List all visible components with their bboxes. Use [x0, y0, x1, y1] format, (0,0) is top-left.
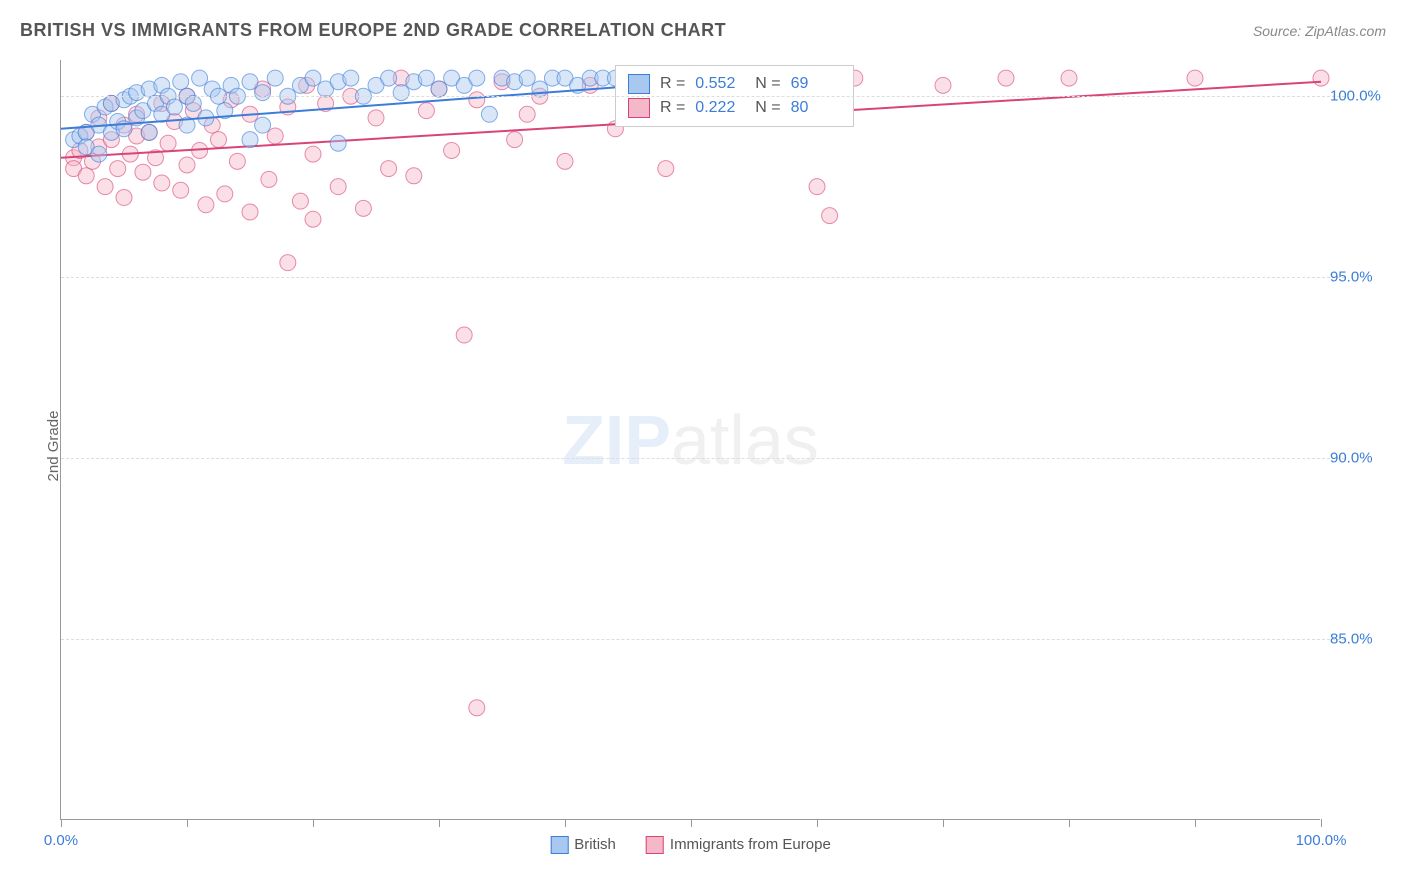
stats-n-british: 69: [791, 75, 841, 93]
stats-swatch-immigrants: [628, 98, 650, 118]
xtick: [943, 819, 944, 827]
stats-swatch-british: [628, 74, 650, 94]
chart-title: BRITISH VS IMMIGRANTS FROM EUROPE 2ND GR…: [20, 20, 726, 41]
xtick: [817, 819, 818, 827]
ytick-label: 85.0%: [1330, 631, 1390, 648]
stats-r-label: R =: [660, 99, 685, 117]
xtick: [1195, 819, 1196, 827]
ytick-label: 100.0%: [1330, 88, 1390, 105]
legend-item-immigrants: Immigrants from Europe: [646, 836, 831, 854]
xtick-label: 0.0%: [44, 832, 78, 849]
legend-item-british: British: [550, 836, 616, 854]
xtick: [313, 819, 314, 827]
xtick: [1321, 819, 1322, 827]
stats-row-immigrants: R = 0.222 N = 80: [628, 96, 841, 120]
xtick: [439, 819, 440, 827]
legend-swatch-british: [550, 836, 568, 854]
stats-r-british: 0.552: [695, 75, 745, 93]
gridline-h: [61, 458, 1345, 459]
xtick: [187, 819, 188, 827]
stats-n-label: N =: [755, 99, 780, 117]
chart-source: Source: ZipAtlas.com: [1253, 23, 1386, 39]
xtick-label: 100.0%: [1296, 832, 1347, 849]
legend: British Immigrants from Europe: [550, 836, 831, 854]
legend-label-british: British: [574, 836, 616, 853]
gridline-h: [61, 96, 1345, 97]
stats-row-british: R = 0.552 N = 69: [628, 72, 841, 96]
xtick: [1069, 819, 1070, 827]
stats-r-label: R =: [660, 75, 685, 93]
gridline-h: [61, 639, 1345, 640]
stats-n-label: N =: [755, 75, 780, 93]
scatter-plot-svg: [61, 60, 1320, 819]
chart-plot-area: ZIPatlas R = 0.552 N = 69 R = 0.222 N = …: [60, 60, 1320, 820]
ytick-label: 95.0%: [1330, 269, 1390, 286]
xtick: [565, 819, 566, 827]
stats-r-immigrants: 0.222: [695, 99, 745, 117]
legend-swatch-immigrants: [646, 836, 664, 854]
ytick-label: 90.0%: [1330, 450, 1390, 467]
xtick: [61, 819, 62, 827]
stats-n-immigrants: 80: [791, 99, 841, 117]
xtick: [691, 819, 692, 827]
gridline-h: [61, 277, 1345, 278]
legend-label-immigrants: Immigrants from Europe: [670, 836, 831, 853]
